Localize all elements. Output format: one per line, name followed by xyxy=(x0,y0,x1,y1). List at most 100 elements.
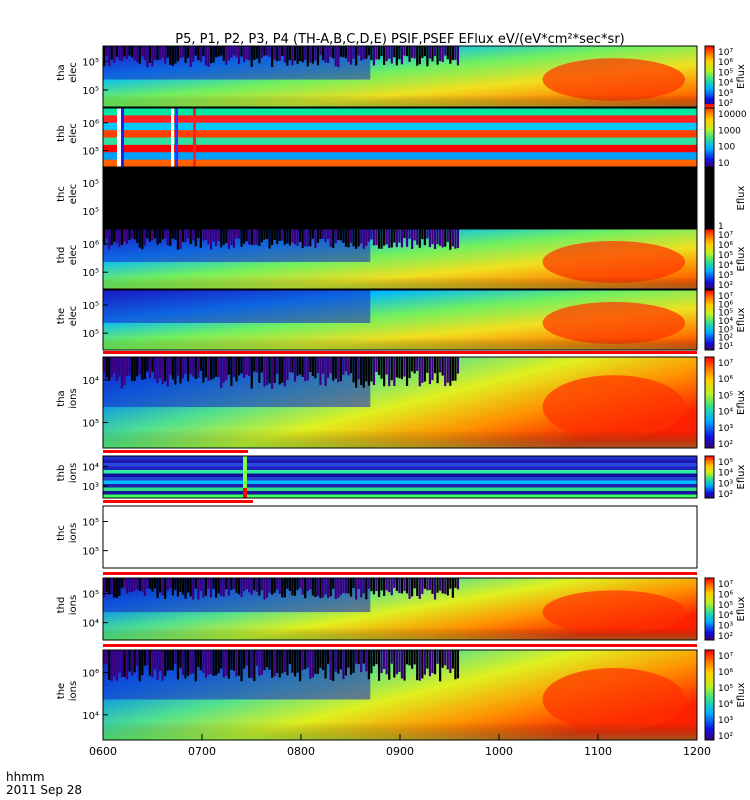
black-stripe xyxy=(248,46,251,61)
black-stripe xyxy=(293,650,297,677)
black-stripe xyxy=(286,357,289,381)
black-stripe xyxy=(253,46,256,61)
black-stripe xyxy=(423,578,426,589)
black-stripe xyxy=(143,229,146,246)
energy-band xyxy=(103,456,697,460)
black-stripe xyxy=(360,578,363,598)
high-flux-region xyxy=(542,302,686,344)
black-stripe xyxy=(456,578,460,590)
black-stripe xyxy=(181,578,185,595)
black-stripe xyxy=(248,650,251,678)
black-stripe xyxy=(398,650,401,673)
black-stripe xyxy=(449,229,452,250)
black-stripe xyxy=(227,650,230,679)
black-stripe xyxy=(166,229,169,246)
black-stripe xyxy=(385,229,388,245)
black-stripe xyxy=(271,229,274,246)
black-stripe xyxy=(232,229,236,248)
black-stripe xyxy=(311,578,314,596)
black-stripe xyxy=(393,650,396,678)
data-gap-stripe xyxy=(117,108,121,167)
black-stripe xyxy=(268,357,271,384)
black-stripe xyxy=(367,46,370,56)
black-stripe xyxy=(276,357,279,374)
black-stripe xyxy=(416,578,419,596)
black-stripe xyxy=(456,229,460,248)
black-stripe xyxy=(113,229,116,242)
black-stripe xyxy=(235,578,238,593)
black-stripe xyxy=(179,650,182,669)
black-stripe xyxy=(265,46,269,56)
colorbar-tick-label: 10² xyxy=(718,281,733,291)
black-stripe xyxy=(385,578,388,591)
high-flux-region xyxy=(542,375,686,439)
black-stripe xyxy=(383,229,386,246)
black-stripe xyxy=(456,357,460,374)
black-stripe xyxy=(110,650,113,682)
panel-frame xyxy=(102,228,698,290)
black-stripe xyxy=(367,229,370,242)
black-stripe xyxy=(329,357,332,374)
black-stripe xyxy=(357,46,360,56)
black-stripe xyxy=(337,46,340,68)
black-stripe xyxy=(288,46,292,61)
black-stripe xyxy=(370,650,373,674)
black-stripe xyxy=(293,229,297,245)
colorbar-tick-label: 10⁴ xyxy=(718,261,733,271)
black-stripe xyxy=(125,357,129,376)
data-gap-stripe xyxy=(175,108,178,167)
black-stripe xyxy=(276,650,279,673)
black-stripe xyxy=(421,229,424,240)
black-stripe xyxy=(255,650,258,666)
black-stripe xyxy=(372,357,376,386)
black-stripe xyxy=(227,578,230,596)
black-stripe xyxy=(334,46,337,67)
panel-label-species: ions xyxy=(68,388,79,408)
black-stripe xyxy=(439,229,442,246)
black-stripe xyxy=(245,229,248,242)
black-stripe xyxy=(202,578,205,598)
low-energy-band xyxy=(103,627,697,640)
energy-band xyxy=(103,473,697,478)
y-tick-label: 10⁵ xyxy=(82,547,99,558)
colorbar-tick-label: 10³ xyxy=(718,479,733,489)
y-tick-label: 10⁴ xyxy=(82,711,99,722)
black-stripe xyxy=(316,650,320,674)
black-stripe xyxy=(375,578,378,591)
black-stripe xyxy=(166,578,169,591)
black-stripe xyxy=(276,578,279,590)
black-stripe xyxy=(273,578,276,593)
black-stripe xyxy=(451,357,454,381)
black-stripe xyxy=(444,650,447,666)
black-stripe xyxy=(115,578,118,598)
black-stripe xyxy=(253,650,256,682)
black-stripe xyxy=(398,229,401,243)
black-stripe xyxy=(377,46,381,60)
black-stripe xyxy=(243,650,246,669)
black-stripe xyxy=(365,578,368,600)
black-stripe xyxy=(319,650,322,668)
black-stripe xyxy=(321,357,325,374)
black-stripe xyxy=(174,46,177,64)
black-stripe xyxy=(355,578,358,600)
black-stripe xyxy=(367,357,370,386)
low-energy-band xyxy=(103,277,697,289)
black-stripe xyxy=(449,650,452,674)
black-stripe xyxy=(365,229,368,246)
black-stripe xyxy=(164,46,167,64)
black-stripe xyxy=(439,650,442,682)
black-stripe xyxy=(454,46,457,60)
black-stripe xyxy=(301,229,304,249)
black-stripe xyxy=(215,229,218,247)
black-stripe xyxy=(324,229,327,243)
black-stripe xyxy=(187,46,190,58)
colorbar-tick-label: 10⁷ xyxy=(718,292,733,302)
black-stripe xyxy=(212,650,215,677)
colorbar-tick-label: 10⁵ xyxy=(718,309,733,319)
y-tick-label: 10⁶ xyxy=(82,240,99,251)
black-stripe xyxy=(451,229,454,247)
black-stripe xyxy=(230,46,233,58)
black-stripe xyxy=(370,357,373,382)
